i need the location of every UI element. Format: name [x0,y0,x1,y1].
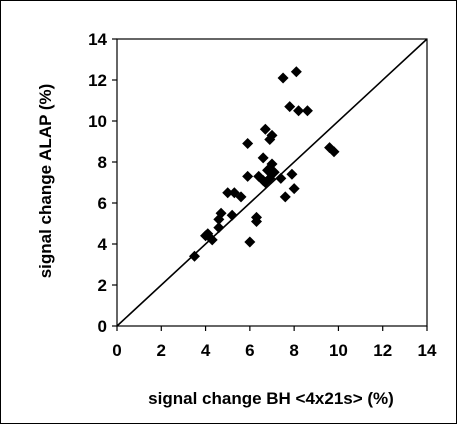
x-tick-label: 12 [373,341,392,360]
data-point [235,191,247,203]
y-tick-label: 10 [88,112,107,131]
data-point [226,209,238,221]
plot-area-border [116,38,428,327]
x-tick-label: 14 [418,341,437,360]
data-point [244,236,256,248]
data-point [290,66,302,78]
x-tick-label: 4 [201,341,211,360]
data-point [213,222,225,234]
data-point [257,152,269,164]
data-point [251,215,262,227]
data-point [266,129,278,141]
y-tick-label: 14 [88,30,107,49]
data-point [242,138,254,150]
data-point [215,207,227,219]
y-tick-label: 8 [98,153,107,172]
y-axis-title: signal change ALAP (%) [36,84,55,279]
y-tick-label: 12 [88,71,107,90]
x-axis-title: signal change BH <4x21s> (%) [148,389,394,408]
x-tick-label: 10 [329,341,348,360]
data-point [284,101,296,113]
data-point [259,123,271,135]
x-tick-label: 6 [245,341,254,360]
data-point [189,250,200,262]
y-tick-label: 0 [98,317,107,336]
identity-reference-line [116,38,428,327]
data-point [266,158,278,170]
data-point [328,146,340,158]
data-point [275,172,287,184]
x-tick-label: 0 [112,341,121,360]
y-tick-label: 4 [98,235,108,254]
data-point [279,191,291,203]
data-point [222,187,234,199]
plot-axes [112,38,428,331]
data-point [242,170,254,182]
data-point [277,72,289,84]
data-point [206,234,218,246]
x-tick-label: 8 [289,341,298,360]
data-point [301,105,313,117]
y-tick-label: 2 [98,276,107,295]
tick-labels: 0 2 4 6 8 10 12 14 0 2 4 6 8 10 12 14 [88,30,437,360]
data-point [268,166,280,178]
data-points [189,66,340,262]
data-point [286,168,298,180]
x-tick-label: 2 [157,341,166,360]
y-tick-label: 6 [98,194,107,213]
data-point [288,183,300,195]
reference-line-layer [116,38,428,327]
data-point [293,105,305,117]
